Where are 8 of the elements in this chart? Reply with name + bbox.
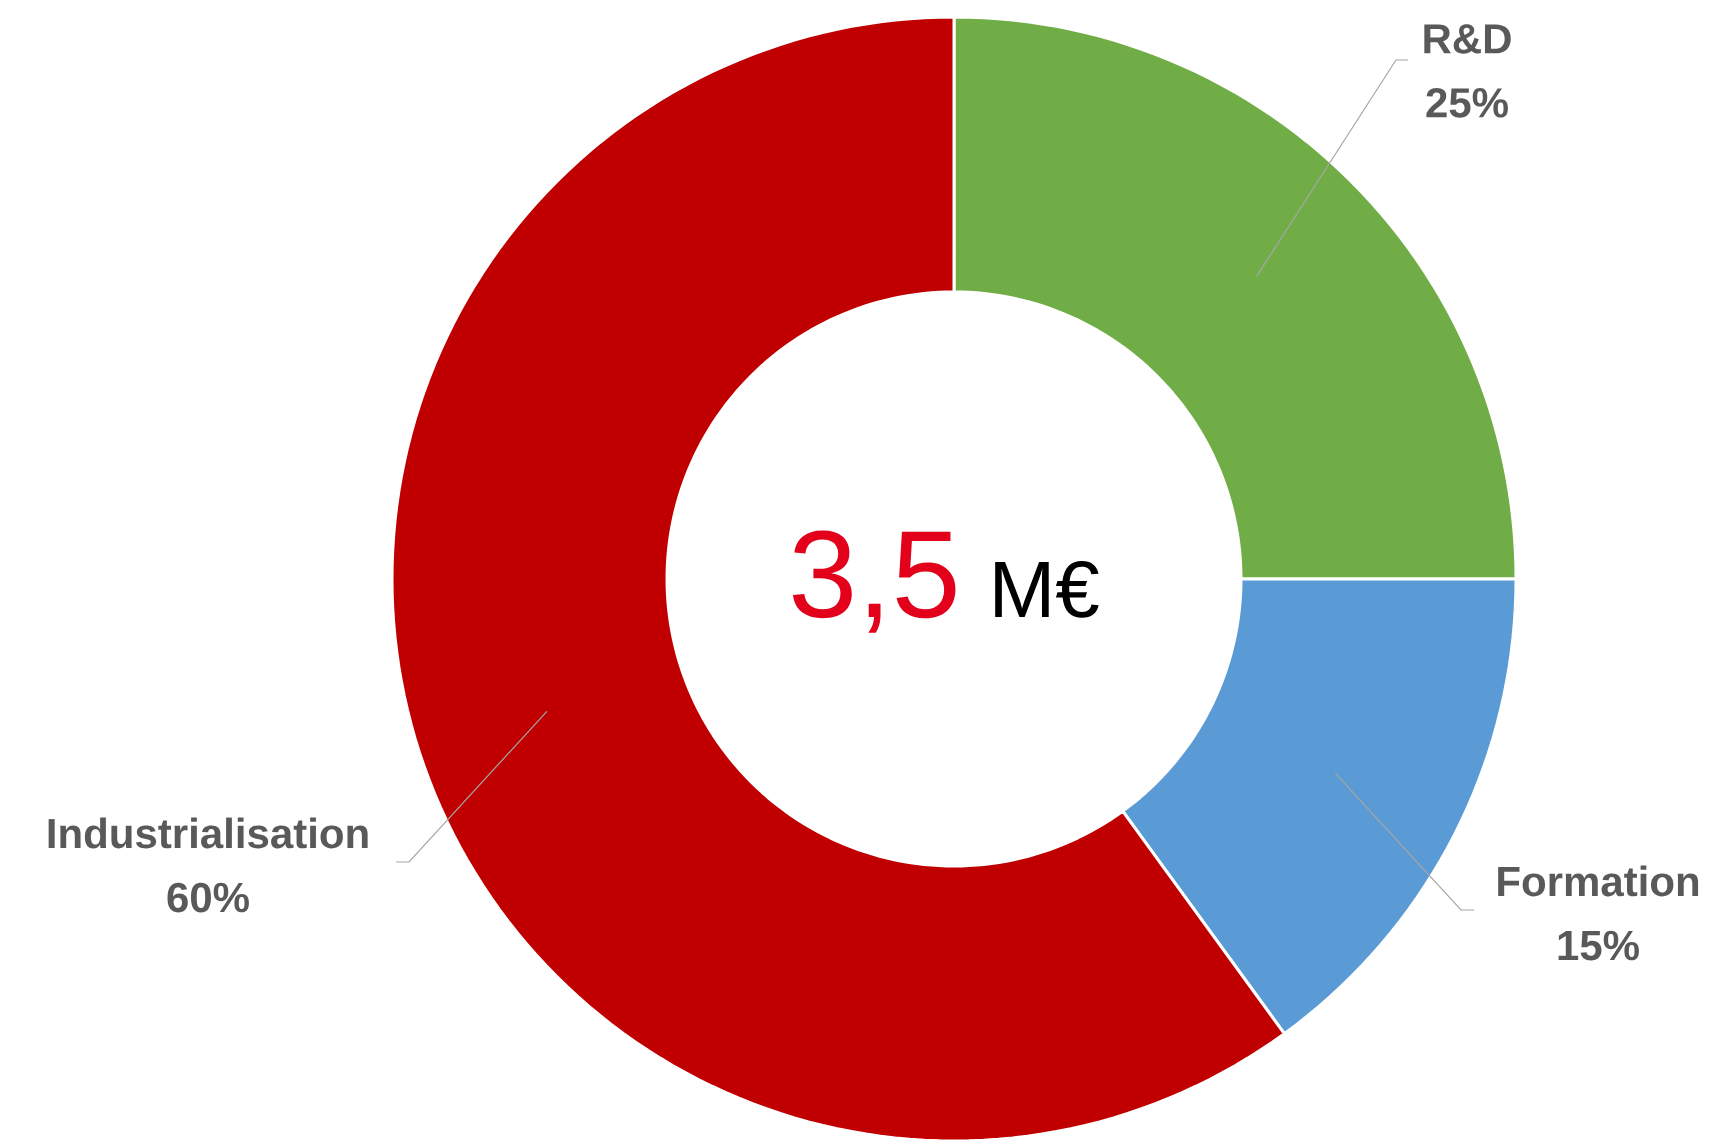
data-label: 15% (1558, 930, 1639, 961)
data-label: 25% (1426, 87, 1508, 118)
slice-label: Formation (1498, 865, 1699, 897)
text: 3,5 (792, 530, 956, 633)
text: M€ (995, 561, 1099, 618)
data-label: 60% (167, 882, 249, 913)
slice-label: R&D (1424, 24, 1511, 54)
slice-label: Industrialisation (48, 817, 368, 849)
